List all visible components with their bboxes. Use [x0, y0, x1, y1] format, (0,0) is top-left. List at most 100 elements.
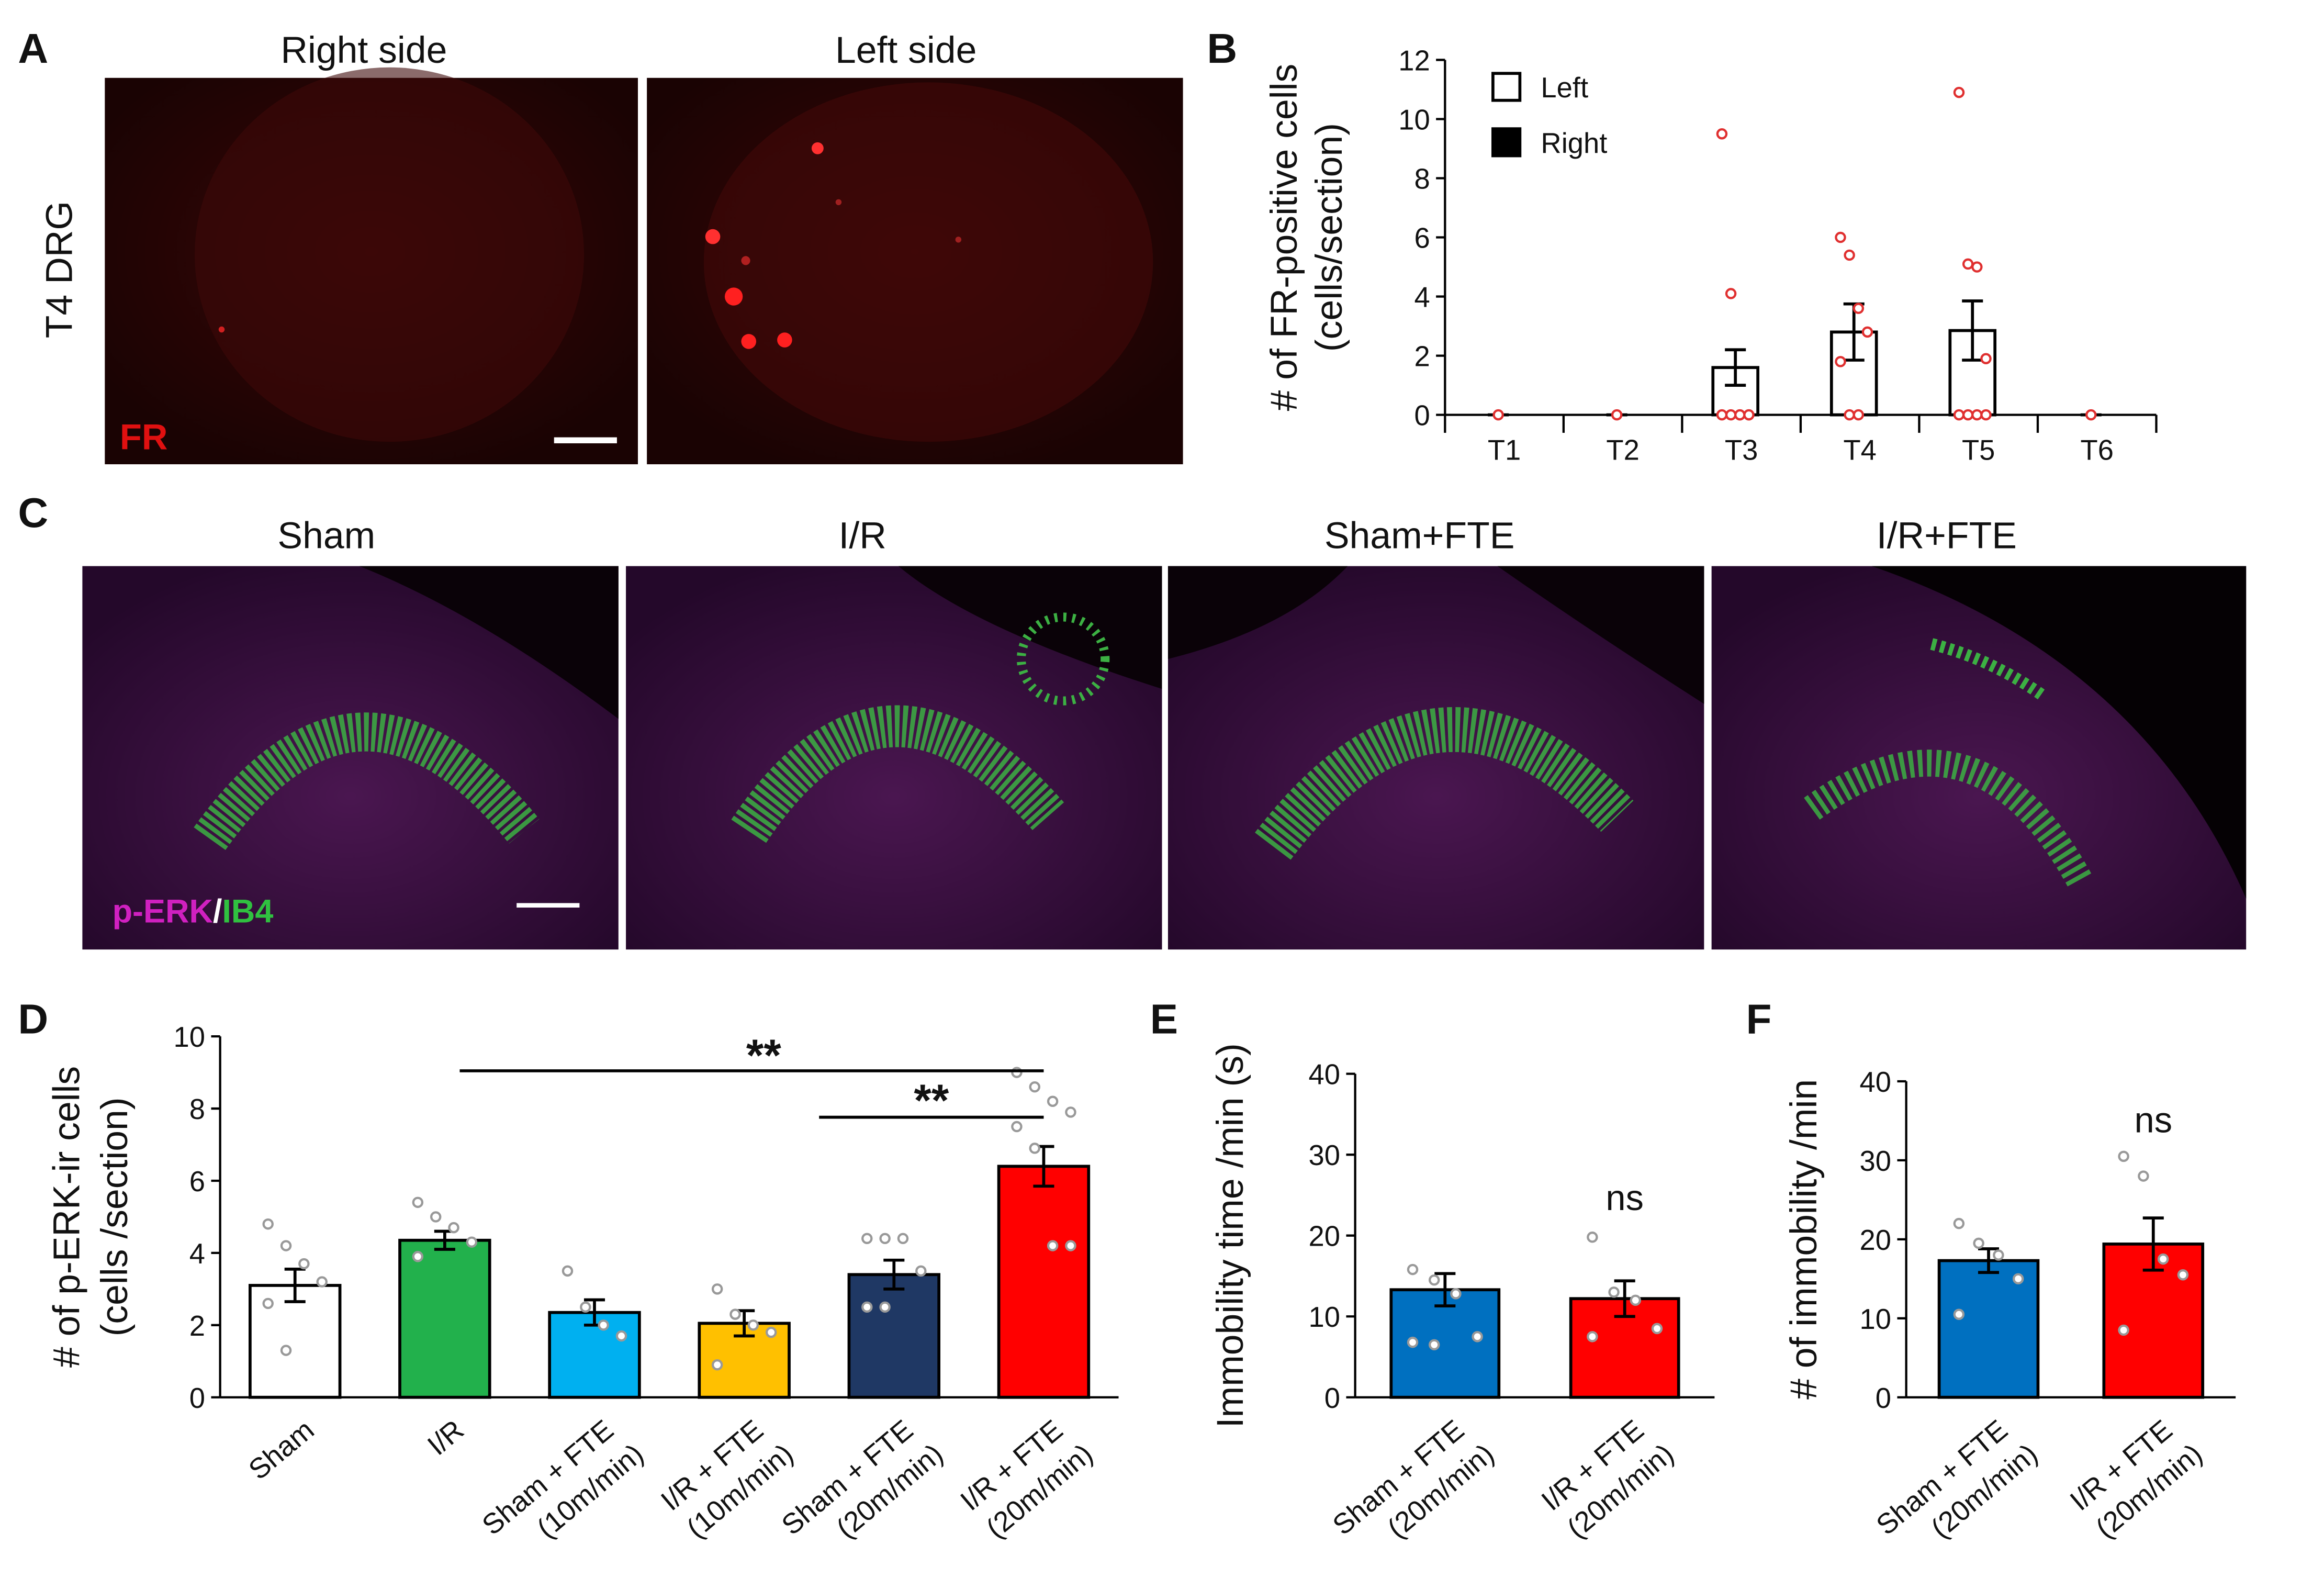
- data-point: [412, 1251, 424, 1262]
- x-tick-label: Sham: [242, 1414, 320, 1486]
- data-point: [1608, 1286, 1620, 1298]
- data-point: [1980, 409, 1992, 421]
- micrograph: p-ERK/IB4: [82, 566, 619, 950]
- image-title: I/R: [839, 514, 886, 556]
- error-bar: [284, 1268, 306, 1303]
- x-tick-label: T4: [1843, 434, 1876, 466]
- data-point: [1029, 1081, 1041, 1093]
- micrograph: [647, 77, 1183, 465]
- y-tick-label: 30: [1860, 1145, 1891, 1177]
- error-bar: [883, 1258, 905, 1291]
- data-point: [466, 1236, 478, 1248]
- y-axis-label: (cells /section): [94, 1097, 136, 1336]
- data-point: [1407, 1263, 1419, 1275]
- data-point: [2118, 1150, 2129, 1162]
- data-point: [1980, 353, 1992, 364]
- y-tick-label: 0: [1324, 1382, 1340, 1414]
- x-tick-label: T1: [1488, 434, 1521, 466]
- y-tick-label: 30: [1309, 1139, 1340, 1171]
- data-point: [1743, 409, 1755, 421]
- error-bar: [1978, 1247, 2000, 1274]
- data-point: [1587, 1232, 1598, 1243]
- y-tick-label: 0: [189, 1382, 205, 1414]
- data-point: [1428, 1274, 1440, 1286]
- y-tick-label: 8: [1414, 163, 1430, 195]
- data-point: [711, 1359, 723, 1371]
- data-point: [412, 1196, 424, 1208]
- significance-label: ns: [1606, 1178, 1644, 1218]
- y-tick-label: 0: [1414, 400, 1430, 432]
- data-point: [2012, 1273, 2024, 1285]
- y-tick-label: 6: [1414, 222, 1430, 254]
- legend-label: Left: [1541, 72, 1588, 104]
- data-point: [1611, 409, 1623, 421]
- y-tick-label: 10: [1860, 1303, 1891, 1335]
- data-point: [598, 1319, 609, 1331]
- data-point: [262, 1297, 274, 1310]
- x-tick-label: I/R: [421, 1414, 469, 1461]
- data-point: [1450, 1288, 1462, 1300]
- data-point: [1971, 261, 1983, 273]
- y-tick-label: 8: [189, 1093, 205, 1125]
- bar: [1937, 1259, 2040, 1399]
- data-point: [562, 1265, 574, 1277]
- data-point: [1011, 1121, 1023, 1133]
- data-point: [2085, 409, 2097, 421]
- data-point: [1428, 1339, 1440, 1351]
- significance-label: ns: [2135, 1100, 2173, 1140]
- y-axis-label: (cells/section): [1308, 123, 1350, 352]
- legend-swatch: [1491, 72, 1522, 102]
- data-point: [262, 1218, 274, 1230]
- image-title: Left side: [835, 29, 976, 71]
- legend-label: Right: [1541, 127, 1607, 159]
- panel-label: D: [18, 995, 48, 1042]
- data-point: [1853, 409, 1865, 421]
- stain-label: p-ERK/IB4: [113, 893, 274, 930]
- image-title: Right side: [280, 29, 447, 71]
- data-point: [711, 1283, 723, 1295]
- data-point: [1835, 356, 1846, 367]
- y-tick-label: 2: [1414, 341, 1430, 373]
- bar: [847, 1273, 941, 1399]
- significance-label: **: [746, 1031, 781, 1081]
- data-point: [1492, 409, 1504, 421]
- data-point: [2118, 1324, 2129, 1336]
- x-tick-label: T3: [1725, 434, 1758, 466]
- data-point: [580, 1301, 591, 1313]
- data-point: [897, 1233, 909, 1245]
- panel-label: F: [1746, 995, 1771, 1042]
- bar: [398, 1238, 491, 1399]
- image-title: I/R+FTE: [1877, 514, 2017, 556]
- data-point: [1734, 409, 1746, 421]
- data-point: [1861, 326, 1873, 338]
- micrograph: [626, 566, 1162, 950]
- side-label: T4 DRG: [38, 201, 80, 338]
- data-point: [1953, 409, 1965, 421]
- y-tick-label: 4: [1414, 282, 1430, 314]
- data-point: [1407, 1336, 1419, 1348]
- stain-label: FR: [120, 417, 168, 457]
- image-title: Sham+FTE: [1324, 514, 1515, 556]
- data-point: [1065, 1106, 1076, 1118]
- panel-label: E: [1150, 995, 1178, 1042]
- data-point: [1651, 1323, 1663, 1335]
- y-tick-label: 10: [1398, 104, 1430, 136]
- y-tick-label: 12: [1398, 44, 1430, 76]
- data-point: [1953, 1217, 1965, 1229]
- y-tick-label: 40: [1860, 1066, 1891, 1098]
- data-point: [1844, 249, 1855, 261]
- significance-label: **: [914, 1076, 949, 1126]
- data-point: [747, 1319, 759, 1331]
- error-bar: [2142, 1216, 2164, 1272]
- data-point: [1029, 1143, 1041, 1154]
- y-tick-label: 0: [1876, 1382, 1891, 1414]
- data-point: [729, 1308, 741, 1320]
- data-point: [298, 1258, 310, 1270]
- data-point: [1973, 1237, 1984, 1249]
- panel-label: C: [18, 489, 48, 536]
- data-point: [2138, 1170, 2149, 1182]
- y-axis-label: # of p-ERK-ir cells: [46, 1066, 88, 1368]
- data-point: [2157, 1253, 2169, 1265]
- micrograph: FR: [105, 67, 638, 465]
